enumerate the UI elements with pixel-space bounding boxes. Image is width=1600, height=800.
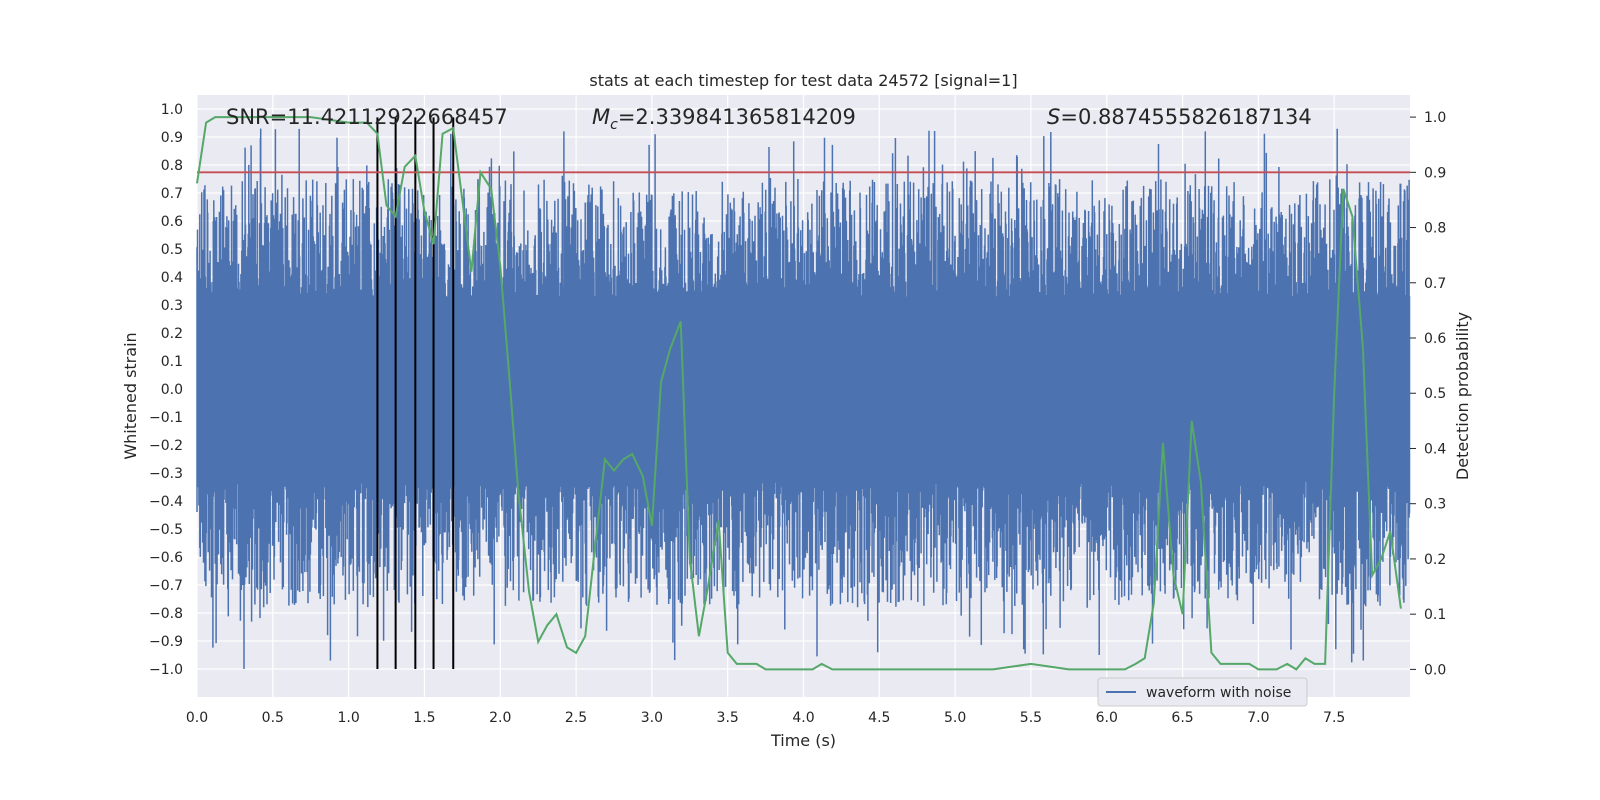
y-tick-label: 0.0	[161, 382, 183, 398]
x-axis-label: Time (s)	[770, 731, 836, 750]
y2-tick-label: 0.3	[1424, 497, 1446, 513]
y-tick-label: −0.2	[149, 438, 183, 454]
y-tick-label: 1.0	[161, 102, 183, 118]
y-tick-label: −0.3	[149, 466, 183, 482]
x-tick-label: 0.0	[186, 710, 208, 726]
y-tick-label: 0.9	[161, 130, 183, 146]
x-tick-label: 1.5	[413, 710, 435, 726]
y2-tick-label: 0.5	[1424, 386, 1446, 402]
y-tick-label: −0.6	[149, 550, 183, 566]
y2-tick-label: 1.0	[1424, 110, 1446, 126]
y2-tick-label: 0.7	[1424, 276, 1446, 292]
x-tick-label: 4.0	[792, 710, 814, 726]
y-tick-label: −0.1	[149, 410, 183, 426]
y-tick-label: 0.8	[161, 158, 183, 174]
y-tick-label: −0.9	[149, 634, 183, 650]
ticks: 0.0 0.5 1.0 1.5 2.0 2.5 3.0 3.5 4.0 4.5 5.0 5.5 6.0 6…	[149, 102, 1446, 726]
y2-tick-label: 0.8	[1424, 221, 1446, 237]
y-tick-label: −0.7	[149, 578, 183, 594]
vertical-markers	[376, 117, 455, 669]
legend-box	[1097, 677, 1308, 707]
chart-title: stats at each timestep for test data 245…	[589, 71, 1017, 90]
y-tick-label: 0.1	[161, 354, 183, 370]
y-tick-label: 0.6	[161, 214, 183, 230]
x-tick-label: 5.5	[1020, 710, 1042, 726]
y-tick-label: −0.4	[149, 494, 183, 510]
y2-axis-label: Detection probability	[1453, 312, 1472, 480]
y-tick-label: 0.3	[161, 298, 183, 314]
y-tick-label: 0.5	[161, 242, 183, 258]
x-tick-label: 1.0	[337, 710, 359, 726]
x-tick-label: 7.5	[1323, 710, 1345, 726]
mc-value: =2.339841365814209	[618, 105, 856, 129]
chirp-mass-annotation: Mc=2.339841365814209	[592, 105, 856, 133]
y2-tick-label: 0.2	[1424, 552, 1446, 568]
y-tick-label: −0.8	[149, 606, 183, 622]
waveform-series	[196, 128, 1411, 669]
y-tick-label: 0.4	[161, 270, 183, 286]
probability-series	[196, 116, 1402, 671]
x-tick-label: 2.0	[489, 710, 511, 726]
mc-symbol: M	[592, 105, 610, 129]
x-tick-label: 6.5	[1171, 710, 1193, 726]
x-tick-label: 7.0	[1247, 710, 1269, 726]
y-tick-label: −0.5	[149, 522, 183, 538]
y-tick-label: −1.0	[149, 662, 183, 678]
y-tick-label: 0.2	[161, 326, 183, 342]
x-tick-label: 6.0	[1096, 710, 1118, 726]
y-axis-label: Whitened strain	[121, 332, 140, 459]
snr-annotation: SNR=11.42112922668457	[226, 105, 508, 129]
x-tick-label: 2.5	[565, 710, 587, 726]
y2-tick-label: 0.1	[1424, 607, 1446, 623]
x-tick-label: 5.0	[944, 710, 966, 726]
y2-tick-label: 0.6	[1424, 331, 1446, 347]
mc-subscript: c	[610, 117, 618, 133]
y2-tick-label: 0.0	[1424, 662, 1446, 678]
legend-label: waveform with noise	[1146, 685, 1291, 701]
y2-tick-label: 0.9	[1424, 165, 1446, 181]
s-symbol: S	[1047, 105, 1060, 129]
s-value: =0.8874555826187134	[1060, 105, 1311, 129]
x-tick-label: 0.5	[262, 710, 284, 726]
y2-tick-label: 0.4	[1424, 441, 1446, 457]
spin-annotation: S=0.8874555826187134	[1047, 105, 1312, 129]
y-tick-label: 0.7	[161, 186, 183, 202]
x-tick-label: 3.0	[641, 710, 663, 726]
waveform-trace	[196, 128, 1411, 669]
x-tick-label: 4.5	[868, 710, 890, 726]
legend: waveform with noise	[1097, 677, 1308, 707]
x-tick-label: 3.5	[717, 710, 739, 726]
